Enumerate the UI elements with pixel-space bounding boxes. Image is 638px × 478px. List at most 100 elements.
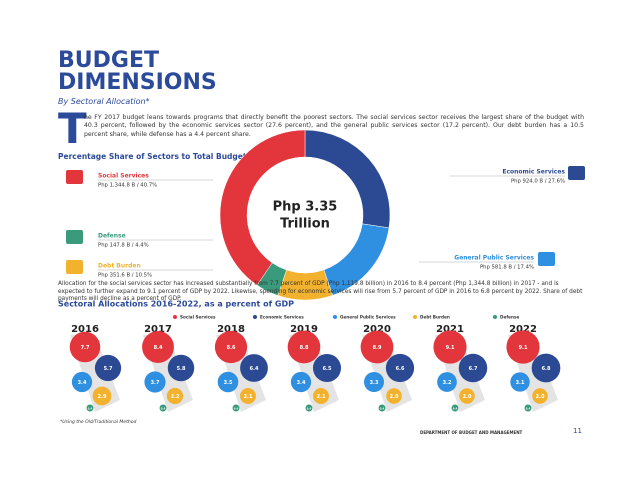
bubble — [510, 372, 530, 392]
bubble — [71, 371, 93, 393]
x-tick-label: 2022 — [509, 324, 537, 335]
legend-dot — [253, 315, 257, 319]
legend-label: Social Services — [98, 173, 149, 180]
bubble — [166, 387, 184, 405]
data-label: 2.9 — [98, 394, 107, 400]
data-label: 6.4 — [250, 366, 259, 372]
legend-label: Debt Burden — [98, 263, 141, 270]
data-label: 0.4 — [88, 407, 93, 411]
data-label: 2.0 — [463, 394, 472, 400]
x-tick-label: 2018 — [217, 324, 245, 335]
data-label: 2.0 — [536, 394, 545, 400]
drop-cap: T — [58, 104, 87, 153]
value-label: Php 581.8 B / 17.4% — [480, 265, 534, 271]
data-label: 0.4 — [234, 407, 239, 411]
legend-label: General Public Services — [340, 315, 396, 320]
bubble — [144, 371, 166, 393]
bubble — [92, 386, 112, 406]
legend-icon — [66, 170, 83, 184]
data-label: 6.6 — [396, 366, 405, 372]
bubble — [458, 353, 488, 383]
title-line: DIMENSIONS — [58, 70, 217, 95]
bubble — [364, 372, 384, 392]
x-tick-label: 2019 — [290, 324, 318, 335]
data-label: 3.4 — [78, 380, 87, 386]
bubble — [94, 354, 122, 382]
donut-slice — [219, 129, 306, 286]
data-label: 2.1 — [244, 394, 253, 400]
data-label: 9.1 — [446, 345, 455, 351]
title-line: BUDGET — [58, 48, 159, 73]
legend-label: Debt Burden — [420, 315, 450, 320]
bubble — [142, 331, 174, 363]
bubble — [506, 330, 540, 364]
bubble — [69, 331, 101, 363]
bubble — [437, 372, 457, 392]
bubble — [313, 388, 329, 404]
bubble — [167, 354, 195, 382]
x-tick-label: 2020 — [363, 324, 391, 335]
data-label: 0.4 — [161, 407, 166, 411]
value-label: Php 924.0 B / 27.6% — [511, 179, 565, 185]
bubble — [360, 330, 394, 364]
legend-icon — [568, 166, 585, 180]
data-label: 8.9 — [373, 345, 382, 351]
legend-label: Defense — [98, 233, 126, 240]
legend-dot — [173, 315, 177, 319]
legend-label: General Public Services — [454, 255, 534, 262]
data-label: 7.7 — [81, 345, 90, 351]
center-label: Trillion — [280, 217, 330, 232]
legend-label: Social Services — [180, 315, 216, 320]
x-tick-label: 2016 — [71, 324, 99, 335]
value-label: Php 351.6 B / 10.5% — [98, 273, 152, 279]
bubble — [385, 353, 415, 383]
bubble — [532, 388, 548, 404]
legend-dot — [333, 315, 337, 319]
data-label: 2.1 — [317, 394, 326, 400]
data-label: 0.4 — [526, 407, 531, 411]
page-number: 11 — [573, 427, 582, 435]
x-tick-label: 2021 — [436, 324, 464, 335]
bubble — [232, 404, 240, 412]
bubble — [240, 388, 256, 404]
value-label: Php 147.8 B / 4.4% — [98, 243, 149, 249]
bubble — [451, 404, 459, 412]
subtitle: By Sectoral Allocation* — [58, 97, 150, 106]
data-label: 8.4 — [154, 345, 163, 351]
data-label: 3.3 — [370, 380, 379, 386]
legend-label: Defense — [500, 315, 519, 320]
bubble — [459, 388, 475, 404]
bubble — [433, 330, 467, 364]
chart-title: Percentage Share of Sectors to Total Bud… — [58, 152, 247, 161]
value-label: Php 1,344.8 B / 40.7% — [98, 183, 157, 189]
bubble — [312, 353, 342, 383]
data-label: 5.7 — [104, 366, 113, 372]
data-label: 3.5 — [224, 380, 233, 386]
bubble — [159, 404, 167, 412]
data-label: 6.7 — [469, 366, 478, 372]
x-tick-label: 2017 — [144, 324, 172, 335]
bubble — [305, 404, 313, 412]
bubble — [240, 354, 268, 382]
bubble — [524, 404, 532, 412]
bubble — [290, 371, 312, 393]
intro-text: he FY 2017 budget leans towards programs… — [84, 114, 584, 138]
paragraph: Allocation for the social services secto… — [58, 281, 583, 303]
legend-dot — [413, 315, 417, 319]
data-label: 3.4 — [297, 380, 306, 386]
data-label: 2.0 — [390, 394, 399, 400]
data-label: 0.4 — [307, 407, 312, 411]
data-label: 9.1 — [519, 345, 528, 351]
data-label: 6.8 — [542, 366, 551, 372]
bubble — [287, 330, 321, 364]
data-label: 3.1 — [516, 380, 525, 386]
data-label: 8.8 — [300, 345, 309, 351]
footnote: *Using the Old/Traditional Method — [60, 420, 137, 425]
bubble — [214, 330, 248, 364]
center-label: Php 3.35 — [273, 200, 338, 215]
legend-label: Economic Services — [502, 169, 565, 176]
data-label: 3.2 — [443, 380, 452, 386]
data-label: 0.4 — [380, 407, 385, 411]
legend-dot — [493, 315, 497, 319]
